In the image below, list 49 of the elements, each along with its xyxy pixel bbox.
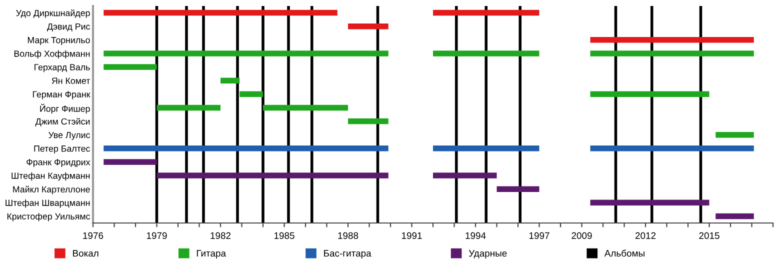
x-tick-label: 2015 (699, 232, 720, 239)
bar (433, 50, 540, 56)
legend-label: Бас-гитара (324, 250, 372, 258)
bar (156, 172, 388, 178)
bar (104, 64, 157, 70)
bar (348, 23, 388, 30)
y-tick-label: Майкл Картеллоне (13, 186, 90, 194)
x-tick-label: 1997 (529, 232, 550, 239)
y-tick-label: Герман Франк (32, 91, 90, 100)
legend-label: Ударные (468, 250, 507, 258)
legend-label: Альбомы (604, 250, 644, 257)
x-tick-label: 1985 (274, 232, 294, 239)
bar (433, 146, 540, 152)
bar (433, 10, 540, 16)
y-tick-label: Йорг Фишер (40, 104, 90, 114)
y-tick-label: Штефан Кауфманн (12, 172, 90, 181)
bar (240, 91, 263, 98)
y-tick-label: Дэвид Рис (47, 23, 90, 32)
legend-label: Вокал (73, 250, 98, 257)
y-tick-label: Марк Торнильо (28, 37, 90, 45)
y-tick-label: Удо Диркшнайдер (16, 9, 90, 18)
x-tick-label: 1976 (83, 232, 104, 239)
bar (104, 50, 388, 56)
bar (156, 104, 220, 111)
x-tick-label: 2009 (572, 232, 592, 239)
bar (104, 159, 157, 165)
y-tick-label: Ян Комет (52, 78, 90, 84)
bar (263, 104, 348, 111)
y-tick-label: Франк Фридрих (26, 159, 90, 168)
y-tick-label: Кристофер Уильямс (7, 213, 90, 222)
bar (220, 78, 240, 84)
bar (496, 186, 540, 192)
x-tick-label: 1982 (210, 232, 231, 239)
bar (348, 118, 388, 124)
y-tick-label: Герхард Валь (34, 64, 90, 72)
y-tick-label: Джим Стэйси (35, 118, 90, 126)
x-tick-label: 2012 (635, 232, 656, 239)
y-tick-label: Штефан Шварцманн (6, 199, 90, 208)
bar (104, 10, 338, 16)
y-tick-label: Уве Лулис (48, 132, 90, 140)
legend-label: Гитара (196, 250, 226, 258)
x-tick-label: 1994 (466, 232, 486, 239)
x-tick-label: 1991 (402, 232, 422, 239)
y-tick-label: Вольф Хоффманн (14, 50, 90, 59)
x-tick-label: 1979 (146, 232, 167, 239)
y-tick-label: Петер Балтес (34, 146, 90, 154)
bar (104, 146, 388, 152)
bar (433, 172, 497, 178)
x-tick-label: 1988 (338, 232, 358, 239)
